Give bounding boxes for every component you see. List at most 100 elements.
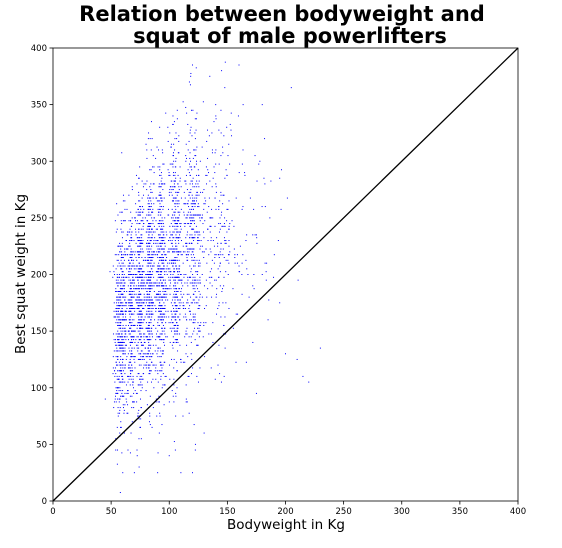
scatter-point-1045 — [136, 220, 138, 222]
scatter-point-2478 — [172, 262, 174, 264]
scatter-point-343 — [123, 341, 125, 343]
scatter-point-839 — [141, 305, 143, 307]
scatter-point-1706 — [163, 330, 165, 332]
scatter-point-2790 — [190, 160, 192, 162]
scatter-point-328 — [121, 245, 123, 247]
scatter-point-754 — [130, 248, 132, 250]
scatter-point-2256 — [174, 203, 176, 205]
scatter-point-2381 — [169, 271, 171, 273]
scatter-point-1108 — [140, 378, 142, 380]
scatter-point-2909 — [207, 169, 209, 171]
scatter-point-92 — [116, 307, 118, 309]
scatter-point-917 — [138, 257, 140, 259]
scatter-point-1414 — [145, 367, 147, 369]
scatter-point-1762 — [164, 259, 166, 261]
scatter-point-2163 — [175, 234, 177, 236]
scatter-point-2536 — [192, 197, 194, 199]
scatter-point-158 — [114, 375, 116, 377]
scatter-point-1344 — [146, 265, 148, 267]
scatter-point-2088 — [180, 279, 182, 281]
scatter-point-2720 — [189, 214, 191, 216]
scatter-point-2870 — [189, 208, 191, 210]
scatter-point-433 — [121, 251, 123, 253]
scatter-point-21 — [116, 426, 118, 428]
scatter-point-1023 — [141, 274, 143, 275]
scatter-point-2712 — [202, 336, 204, 338]
scatter-point-1498 — [148, 228, 150, 230]
scatter-point-1308 — [149, 305, 151, 307]
scatter-point-1265 — [149, 307, 151, 309]
scatter-point-1457 — [147, 299, 149, 301]
scatter-point-1536 — [148, 214, 150, 216]
x-tick-label: 0 — [50, 507, 55, 517]
scatter-point-824 — [135, 265, 137, 267]
scatter-point-399 — [121, 223, 123, 225]
scatter-point-2945 — [198, 327, 200, 329]
scatter-point-1986 — [166, 336, 168, 338]
scatter-point-2874 — [193, 166, 195, 168]
scatter-point-570 — [135, 203, 137, 205]
scatter-point-109 — [116, 310, 118, 312]
scatter-point-2723 — [193, 265, 195, 267]
scatter-point-1929 — [162, 262, 164, 264]
scatter-point-2730 — [194, 237, 196, 239]
scatter-point-2591 — [197, 206, 199, 208]
scatter-point-590 — [125, 305, 127, 307]
scatter-point-914 — [141, 279, 143, 281]
scatter-point-812 — [136, 347, 138, 349]
scatter-point-445 — [120, 356, 122, 358]
scatter-point-180 — [116, 305, 118, 307]
scatter-point-3117 — [200, 240, 202, 242]
scatter-point-2472 — [167, 268, 169, 270]
scatter-point-497 — [126, 412, 128, 414]
scatter-point-2542 — [201, 217, 203, 219]
scatter-point-417 — [120, 228, 122, 230]
scatter-point-1550 — [150, 339, 152, 341]
scatter-point-2649 — [196, 271, 198, 273]
scatter-point-860 — [138, 373, 140, 375]
scatter-point-175 — [109, 271, 111, 273]
scatter-point-2135 — [170, 143, 172, 145]
scatter-point-212 — [116, 378, 118, 380]
scatter-point-2192 — [180, 361, 182, 363]
scatter-point-2350 — [176, 225, 178, 227]
scatter-point-2578 — [199, 367, 201, 369]
scatter-point-2431 — [178, 265, 180, 267]
scatter-point-2756 — [184, 225, 186, 227]
scatter-point-2711 — [195, 163, 197, 165]
scatter-point-2134 — [168, 191, 170, 193]
scatter-point-342 — [125, 316, 127, 318]
scatter-point-2947 — [227, 254, 229, 256]
scatter-point-2355 — [180, 302, 182, 304]
scatter-point-796 — [132, 384, 134, 386]
scatter-point-1086 — [143, 339, 145, 341]
scatter-point-1186 — [148, 285, 150, 287]
scatter-point-2450 — [172, 225, 174, 227]
scatter-point-143 — [117, 333, 119, 335]
scatter-point-1030 — [135, 211, 137, 213]
scatter-point-2061 — [174, 324, 176, 326]
scatter-point-2621 — [180, 208, 182, 210]
scatter-point-98 — [114, 220, 116, 222]
scatter-point-863 — [139, 254, 141, 256]
scatter-point-1816 — [159, 257, 161, 259]
scatter-point-1200 — [145, 296, 147, 298]
scatter-point-2053 — [161, 339, 163, 341]
scatter-point-1767 — [159, 186, 161, 188]
scatter-point-2464 — [173, 330, 175, 332]
scatter-point-1 — [116, 259, 118, 261]
scatter-point-1628 — [156, 353, 158, 355]
scatter-point-922 — [140, 438, 142, 440]
scatter-point-427 — [121, 336, 123, 338]
scatter-point-2177 — [175, 245, 177, 247]
scatter-point-2750 — [187, 123, 189, 125]
scatter-point-3187 — [227, 208, 229, 210]
scatter-point-2977 — [220, 254, 222, 256]
scatter-point-1410 — [149, 208, 151, 210]
scatter-point-692 — [133, 307, 135, 309]
scatter-point-2289 — [175, 307, 177, 309]
scatter-point-2330 — [167, 126, 169, 128]
scatter-point-1488 — [151, 254, 153, 256]
scatter-point-1155 — [138, 276, 140, 278]
scatter-point-149 — [118, 319, 120, 321]
